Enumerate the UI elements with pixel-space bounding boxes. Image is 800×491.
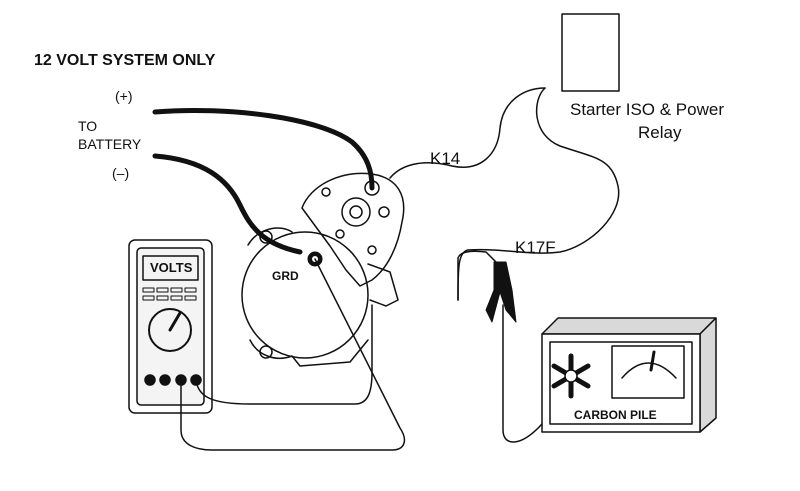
meter-jack-2 bbox=[160, 375, 170, 385]
k14-label: K14 bbox=[430, 150, 460, 167]
pile-knob-center bbox=[565, 370, 577, 382]
meter-display-label: VOLTS bbox=[150, 261, 192, 274]
relay-box bbox=[562, 14, 619, 91]
k17f-lead bbox=[458, 251, 496, 300]
carbon-pile-label: CARBON PILE bbox=[574, 409, 657, 421]
k14-wire bbox=[390, 88, 545, 178]
pile-side-face bbox=[700, 318, 716, 432]
k17f-clamp bbox=[486, 262, 516, 322]
solenoid-housing bbox=[302, 173, 404, 286]
solenoid-cap bbox=[342, 198, 370, 226]
k17f-label: K17F bbox=[515, 239, 556, 256]
ground-label: GRD bbox=[272, 270, 299, 282]
solenoid-bolt-1 bbox=[322, 188, 330, 196]
meter-jack-1 bbox=[145, 375, 155, 385]
battery-negative-label: (–) bbox=[112, 166, 129, 180]
meter-lead-to-ground bbox=[181, 259, 404, 450]
solenoid-s-terminal bbox=[379, 207, 389, 217]
solenoid-inner bbox=[350, 206, 362, 218]
system-note: 12 VOLT SYSTEM ONLY bbox=[34, 53, 215, 69]
starter-motor bbox=[242, 173, 404, 366]
starter-body bbox=[242, 232, 368, 358]
pile-top-face bbox=[542, 318, 716, 334]
solenoid-bolt-3 bbox=[368, 246, 376, 254]
to-battery-label-line1: TO bbox=[78, 119, 97, 133]
to-battery-label-line2: BATTERY bbox=[78, 137, 141, 151]
solenoid-bolt-2 bbox=[336, 230, 344, 238]
relay-label-line2: Relay bbox=[638, 124, 681, 141]
relay-label-line1: Starter ISO & Power bbox=[570, 101, 724, 118]
carbon-pile-lead bbox=[503, 305, 542, 442]
relay-return-wire bbox=[458, 88, 619, 300]
battery-positive-label: (+) bbox=[115, 89, 133, 103]
